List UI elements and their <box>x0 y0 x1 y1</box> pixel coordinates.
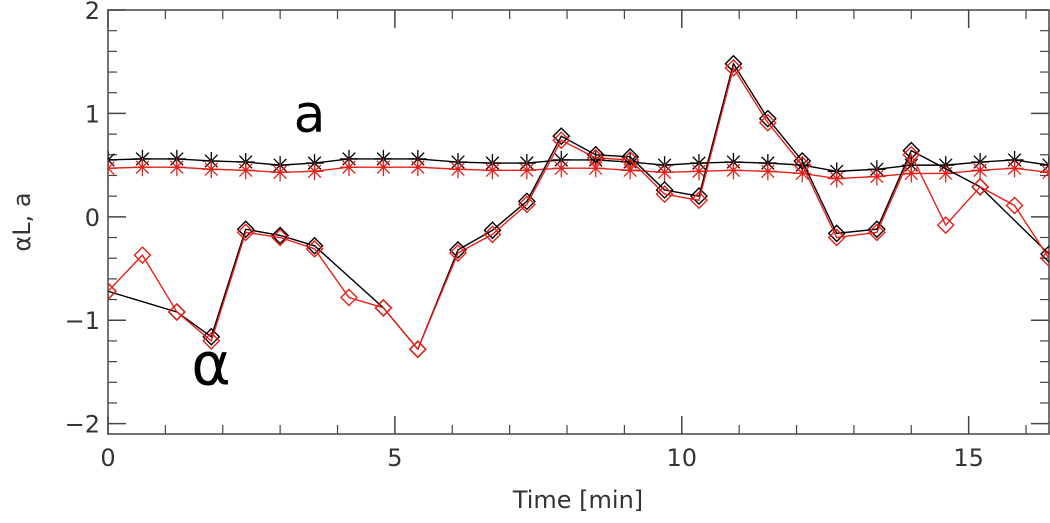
asterisk-point <box>724 161 743 180</box>
diamond-point <box>483 221 502 240</box>
plot-frame <box>107 9 1050 435</box>
diamond-point <box>236 223 255 242</box>
diamond-point <box>517 192 536 211</box>
asterisk-point <box>552 159 571 178</box>
diamond-point <box>271 228 290 247</box>
diamond-point <box>867 223 886 242</box>
diamond-point <box>724 54 743 73</box>
diamond-point <box>339 288 358 307</box>
diamond-point <box>724 58 743 77</box>
x-tick-label: 0 <box>100 444 115 472</box>
y-tick-label: −1 <box>65 307 100 335</box>
series-line <box>108 66 1049 351</box>
asterisk-point <box>655 163 674 182</box>
asterisk-point <box>483 161 502 180</box>
asterisk-point <box>1040 156 1049 175</box>
diamond-point <box>1005 196 1024 215</box>
series-1 <box>108 158 1049 188</box>
y-tick-label: 2 <box>85 0 100 25</box>
series-3 <box>108 58 1049 359</box>
diamond-point <box>133 246 152 265</box>
diamond-point <box>655 185 674 204</box>
diamond-point <box>586 145 605 164</box>
diamond-point <box>202 327 221 346</box>
diamond-point <box>827 228 846 247</box>
annotation-a: a <box>294 85 326 145</box>
diamond-point <box>690 187 708 206</box>
diamond-point <box>690 191 708 210</box>
asterisk-point <box>167 158 186 177</box>
asterisk-point <box>1040 163 1049 182</box>
series-line <box>108 158 1049 173</box>
asterisk-point <box>408 158 427 177</box>
diamond-point <box>483 225 502 244</box>
diamond-point <box>1040 249 1049 268</box>
y-tick-label: 0 <box>85 204 100 232</box>
x-tick-label: 10 <box>667 444 698 472</box>
diamond-point <box>936 216 955 235</box>
annotations-layer: aα <box>191 85 325 399</box>
asterisk-point <box>236 161 255 180</box>
diamond-point <box>902 141 921 160</box>
diamond-point <box>108 282 117 301</box>
diamond-point <box>305 236 324 255</box>
diamond-point <box>902 145 921 164</box>
diamond-point <box>758 113 777 132</box>
asterisk-point <box>339 158 358 177</box>
asterisk-point <box>305 162 324 181</box>
diamond-point <box>236 220 255 239</box>
asterisk-point <box>517 161 536 180</box>
diamond-point <box>586 148 605 167</box>
diamond-point <box>971 177 990 196</box>
diamond-point <box>621 150 640 169</box>
asterisk-point <box>202 160 221 179</box>
diamond-point <box>1040 245 1049 264</box>
x-tick-label: 15 <box>953 444 984 472</box>
asterisk-point <box>108 159 117 178</box>
x-tick-label: 5 <box>387 444 402 472</box>
series-2 <box>108 54 1049 359</box>
asterisk-point <box>971 161 990 180</box>
series-line <box>108 166 1049 180</box>
diamond-point <box>167 302 186 321</box>
ticks-layer: 0 5 10 15 −2 −1 0 1 2 <box>65 0 1049 472</box>
asterisk-point <box>827 169 846 188</box>
diamond-point <box>408 340 427 359</box>
y-tick-label: 1 <box>85 100 100 128</box>
diamond-point <box>449 240 467 259</box>
diamond-point <box>552 131 571 150</box>
diamond-point <box>867 220 886 239</box>
asterisk-point <box>758 162 777 181</box>
series-layer <box>108 54 1049 359</box>
asterisk-point <box>374 158 393 177</box>
diamond-point <box>793 156 812 175</box>
series-line <box>108 62 1049 351</box>
x-axis-title: Time [min] <box>512 486 643 514</box>
diamond-point <box>827 224 846 243</box>
y-tick-label: −2 <box>65 411 100 439</box>
asterisk-point <box>1005 159 1024 178</box>
diamond-point <box>202 331 221 350</box>
asterisk-point <box>936 164 955 183</box>
diamond-point <box>655 180 674 199</box>
asterisk-point <box>867 167 886 186</box>
diamond-point <box>517 195 536 214</box>
asterisk-point <box>902 164 921 183</box>
asterisk-point <box>133 158 152 177</box>
y-axis-title: αL, a <box>8 192 36 251</box>
diamond-point <box>374 298 393 317</box>
diamond-point <box>758 109 777 128</box>
asterisk-point <box>449 160 468 179</box>
annotation-alpha: α <box>191 329 231 399</box>
diamond-point <box>305 239 324 258</box>
asterisk-point <box>271 163 290 182</box>
diamond-point <box>552 127 571 146</box>
diamond-point <box>449 244 467 263</box>
diamond-point <box>271 226 290 245</box>
diamond-point <box>621 147 640 166</box>
